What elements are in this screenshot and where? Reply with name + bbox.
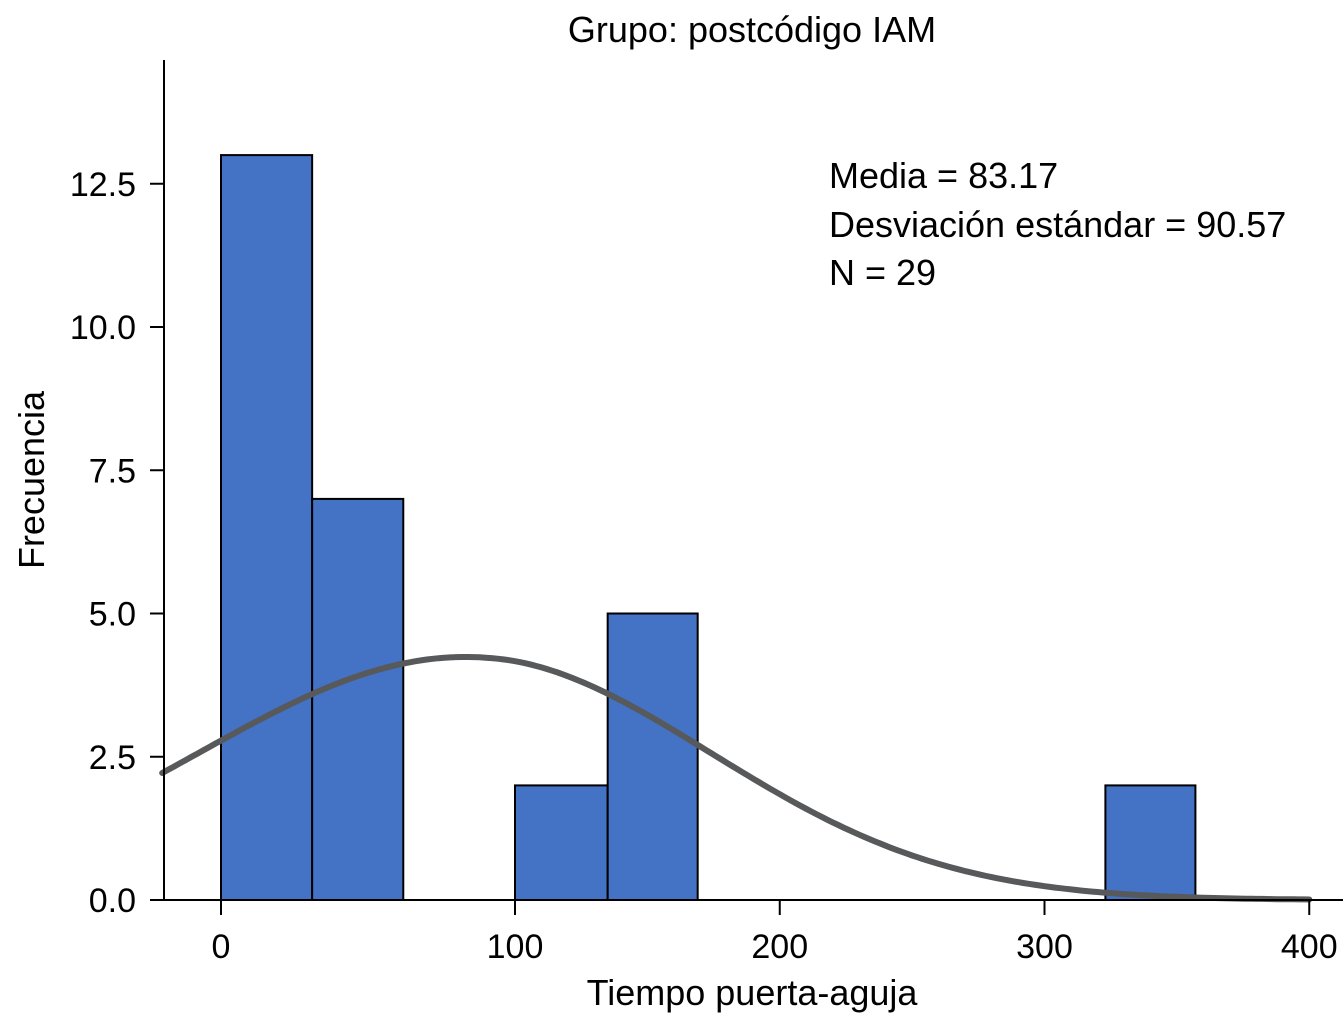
x-tick-label: 0 (212, 928, 231, 966)
x-tick-label: 400 (1281, 928, 1338, 966)
normal-curve (159, 654, 1313, 903)
histogram-bar (606, 612, 699, 901)
y-tick-label: 0.0 (89, 882, 136, 920)
annotation-n: N = 29 (829, 252, 936, 293)
y-tick-label: 2.5 (89, 739, 136, 777)
x-axis-label: Tiempo puerta-aguja (587, 972, 919, 1013)
y-tick-label: 5.0 (89, 596, 136, 634)
x-tick-label: 100 (487, 928, 544, 966)
y-tick-label: 12.5 (70, 166, 136, 204)
x-tick-label: 300 (1016, 928, 1073, 966)
histogram-bar (1104, 784, 1197, 902)
annotation-mean: Media = 83.17 (829, 155, 1058, 196)
histogram-bar (514, 784, 609, 902)
chart-title: Grupo: postcódigo IAM (568, 9, 936, 50)
annotation-sd: Desviación estándar = 90.57 (829, 204, 1286, 245)
histogram-bar (311, 497, 405, 901)
y-axis-label: Frecuencia (11, 390, 52, 569)
y-tick-label: 7.5 (89, 452, 136, 490)
x-tick-label: 200 (751, 928, 808, 966)
histogram-bar (220, 154, 314, 902)
y-tick-label: 10.0 (70, 309, 136, 347)
